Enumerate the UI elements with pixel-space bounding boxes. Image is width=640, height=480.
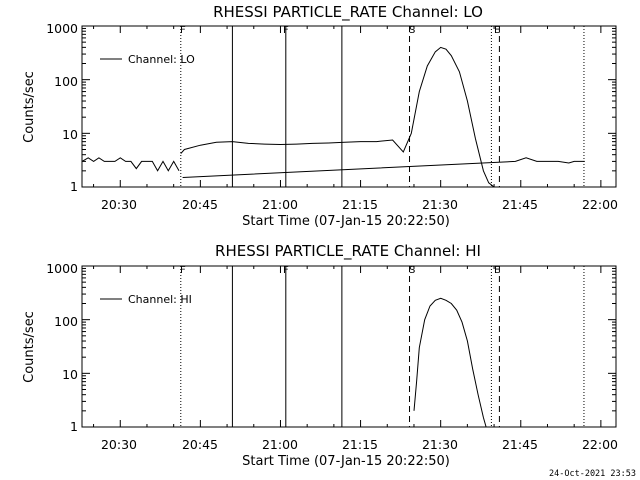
- series-line: [81, 157, 180, 172]
- y-tick-label: 100: [54, 74, 78, 89]
- marker-labels: F F S E: [180, 265, 500, 276]
- panel-hi: RHESSI PARTICLE_RATE Channel: HI 1 10 10…: [22, 242, 618, 469]
- y-axis-label: Counts/sec: [22, 71, 37, 143]
- y-tick-label: 100: [54, 314, 78, 329]
- x-tick-label: 21:00: [262, 437, 298, 452]
- marker-label: F: [283, 265, 289, 276]
- y-tick-label: 1: [70, 179, 78, 194]
- marker-label: F: [283, 25, 289, 36]
- marker-label: E: [494, 25, 500, 36]
- x-tick-label: 21:45: [502, 437, 538, 452]
- event-markers: [180, 26, 585, 187]
- x-tick-label: 21:15: [342, 437, 378, 452]
- y-axis-label: Counts/sec: [22, 311, 37, 383]
- chart-title: RHESSI PARTICLE_RATE Channel: LO: [213, 3, 483, 22]
- plot-frame: [81, 265, 617, 428]
- x-tick-labels: 20:30 20:45 21:00 21:15 21:30 21:45 22:0…: [101, 197, 618, 212]
- x-axis-label: Start Time (07-Jan-15 20:22:50): [242, 454, 450, 469]
- y-tick-label: 10: [62, 367, 78, 382]
- legend-label: Channel: HI: [128, 293, 192, 306]
- marker-labels: F F S E: [180, 25, 500, 36]
- tick-marks: [82, 25, 616, 188]
- marker-label: F: [180, 265, 186, 276]
- series-lo: [81, 46, 585, 188]
- x-tick-labels: 20:30 20:45 21:00 21:15 21:30 21:45 22:0…: [101, 437, 618, 452]
- y-tick-label: 1000: [46, 261, 78, 276]
- x-tick-label: 20:45: [182, 197, 218, 212]
- plot-frame: [81, 25, 617, 188]
- x-tick-label: 21:15: [342, 197, 378, 212]
- series-hi: [413, 297, 487, 428]
- panel-lo: RHESSI PARTICLE_RATE Channel: LO 1 10 10…: [22, 3, 618, 229]
- y-tick-label: 1: [70, 419, 78, 434]
- y-tick-labels: 1 10 100 1000: [46, 21, 78, 194]
- y-tick-labels: 1 10 100 1000: [46, 261, 78, 434]
- series-line: [182, 157, 585, 178]
- tick-marks: [82, 265, 616, 428]
- x-tick-label: 20:30: [101, 437, 137, 452]
- x-tick-label: 21:30: [422, 437, 458, 452]
- marker-label: S: [409, 265, 415, 276]
- marker-label: E: [494, 265, 500, 276]
- x-tick-label: 21:30: [422, 197, 458, 212]
- x-axis-label: Start Time (07-Jan-15 20:22:50): [242, 214, 450, 229]
- legend-label: Channel: LO: [128, 53, 195, 66]
- y-tick-label: 1000: [46, 21, 78, 36]
- event-markers: [180, 266, 585, 427]
- chart-title: RHESSI PARTICLE_RATE Channel: HI: [215, 242, 481, 261]
- legend: Channel: LO: [100, 53, 195, 66]
- x-tick-label: 22:00: [582, 437, 618, 452]
- x-tick-label: 21:45: [502, 197, 538, 212]
- marker-label: S: [409, 25, 415, 36]
- x-tick-label: 21:00: [262, 197, 298, 212]
- x-tick-label: 22:00: [582, 197, 618, 212]
- series-line: [413, 297, 487, 428]
- series-line: [180, 46, 500, 188]
- timestamp: 24-Oct-2021 23:53: [549, 469, 636, 479]
- legend: Channel: HI: [100, 293, 192, 306]
- y-tick-label: 10: [62, 127, 78, 142]
- x-tick-label: 20:30: [101, 197, 137, 212]
- x-tick-label: 20:45: [182, 437, 218, 452]
- marker-label: F: [180, 25, 186, 36]
